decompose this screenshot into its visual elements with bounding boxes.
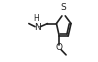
Text: H: H: [33, 14, 39, 23]
Text: N: N: [34, 23, 41, 32]
Text: O: O: [56, 43, 63, 52]
Text: S: S: [61, 3, 66, 12]
